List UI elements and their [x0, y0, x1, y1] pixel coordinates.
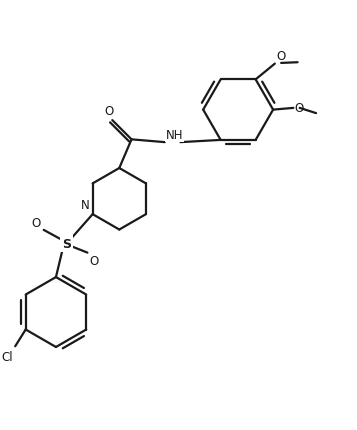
- Text: Cl: Cl: [1, 350, 13, 363]
- Text: O: O: [89, 254, 99, 267]
- Text: O: O: [276, 50, 285, 63]
- Text: NH: NH: [165, 129, 183, 142]
- Text: O: O: [32, 216, 41, 229]
- Text: N: N: [81, 198, 90, 211]
- Text: O: O: [295, 102, 304, 115]
- Text: S: S: [62, 238, 71, 251]
- Text: O: O: [104, 104, 114, 117]
